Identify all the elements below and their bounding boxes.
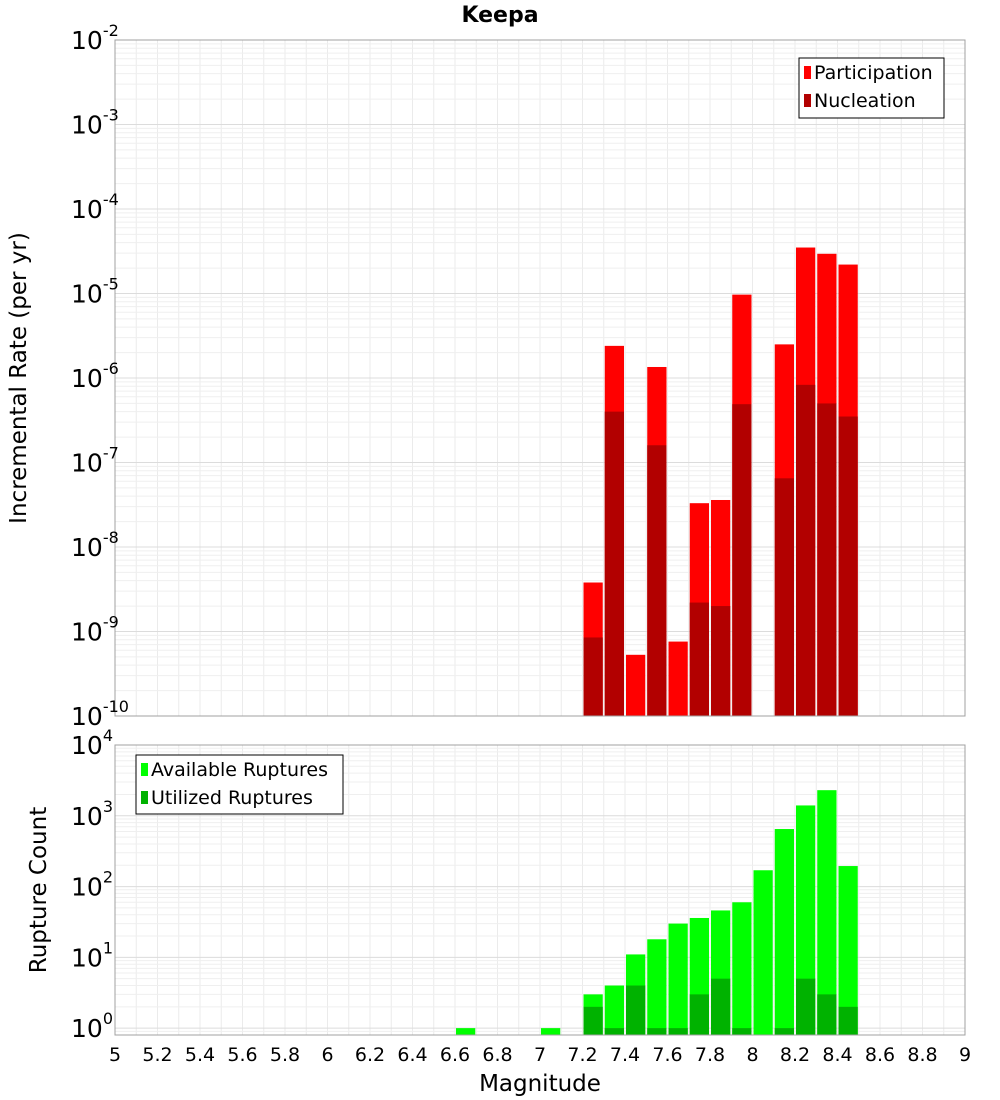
y-axis-label: Rupture Count: [26, 807, 52, 973]
y-tick-label: 100: [71, 1009, 113, 1043]
x-tick-label: 6.4: [397, 1044, 427, 1066]
utilized-ruptures-bar: [583, 1006, 603, 1035]
participation-legend-label: Participation: [814, 62, 933, 84]
y-tick-label: 10-6: [71, 359, 119, 393]
x-tick-label: 7.2: [567, 1044, 597, 1066]
utilized-ruptures-bar: [647, 1028, 667, 1035]
x-tick-label: 5.6: [227, 1044, 257, 1066]
x-tick-label: 8.6: [865, 1044, 895, 1066]
x-tick-label: 7.8: [695, 1044, 725, 1066]
nucleation-bar: [774, 478, 794, 716]
utilized-ruptures-legend-label: Utilized Ruptures: [151, 787, 313, 809]
x-tick-label: 6.8: [482, 1044, 512, 1066]
y-axis-label: Incremental Rate (per yr): [6, 232, 32, 524]
utilized-ruptures-bar: [796, 978, 816, 1035]
x-tick-label: 5.8: [270, 1044, 300, 1066]
x-tick-label: 8: [746, 1044, 758, 1066]
rate-panel: 10-10 10-9 10-8 10-7 10-6 10-5 10-4 10-3 10-2 Inc…: [6, 21, 966, 731]
y-tick-label: 102: [71, 868, 113, 902]
legend-box: [798, 57, 945, 119]
x-axis-label: Magnitude: [479, 1071, 601, 1097]
x-tick-label: 8.2: [780, 1044, 810, 1066]
x-tick-label: 6.2: [355, 1044, 385, 1066]
available-ruptures-bar: [753, 870, 773, 1035]
utilized-ruptures-legend-swatch: [141, 791, 148, 804]
available-ruptures-bar: [604, 985, 624, 1035]
y-tick-label: 10-4: [71, 190, 119, 224]
available-ruptures-bar: [817, 790, 837, 1035]
utilized-ruptures-bar: [774, 1028, 794, 1035]
y-tick-label: 103: [71, 797, 113, 831]
plot-frame: [114, 39, 966, 717]
y-tick-label: 10-10: [71, 697, 129, 731]
legend-box: [135, 754, 344, 815]
x-tick-label: 5.2: [142, 1044, 172, 1066]
utilized-ruptures-bar: [817, 994, 837, 1035]
y-tick-label: 101: [71, 938, 113, 972]
nucleation-bar: [711, 606, 731, 716]
available-ruptures-legend-swatch: [141, 763, 148, 776]
nucleation-bar: [732, 404, 752, 716]
nucleation-bar: [647, 445, 667, 716]
x-tick-label: 8.8: [907, 1044, 937, 1066]
utilized-ruptures-bar: [689, 994, 709, 1035]
utilized-ruptures-bar: [626, 985, 646, 1035]
plot-frame: [114, 744, 966, 1036]
available-ruptures-bar: [796, 805, 816, 1035]
nucleation-bar: [689, 602, 709, 716]
x-tick-label: 7.6: [652, 1044, 682, 1066]
y-tick-label: 10-7: [71, 444, 119, 478]
x-tick-label: 6: [321, 1044, 333, 1066]
available-ruptures-bar: [732, 902, 752, 1035]
x-tick-label: 5: [109, 1044, 121, 1066]
nucleation-bar: [583, 637, 603, 716]
x-tick-label: 7.4: [610, 1044, 640, 1066]
nucleation-bar: [604, 411, 624, 716]
y-tick-label: 10-8: [71, 528, 119, 562]
nucleation-bar: [817, 403, 837, 716]
available-ruptures-bar: [668, 923, 688, 1035]
available-ruptures-bar: [456, 1028, 476, 1035]
y-tick-label: 10-5: [71, 275, 119, 309]
count-panel: 100 101 102 103 104 5 5.2 5.4 5.6 5.8 6 6.2 6.4 6.6 6.…: [26, 726, 971, 1097]
x-tick-label: 8.4: [822, 1044, 852, 1066]
x-tick-label: 9: [959, 1044, 971, 1066]
available-ruptures-bar: [774, 829, 794, 1035]
participation-bar: [626, 654, 646, 716]
x-tick-label: 6.6: [440, 1044, 470, 1066]
nucleation-legend-label: Nucleation: [814, 90, 916, 112]
y-tick-label: 10-2: [71, 21, 119, 55]
utilized-ruptures-bar: [838, 1006, 858, 1035]
available-ruptures-legend-label: Available Ruptures: [151, 759, 328, 781]
y-tick-label: 10-3: [71, 106, 119, 140]
participation-bar: [668, 641, 688, 716]
available-ruptures-bar: [647, 939, 667, 1035]
x-tick-label: 5.4: [185, 1044, 215, 1066]
utilized-ruptures-bar: [604, 1028, 624, 1035]
utilized-ruptures-bar: [668, 1028, 688, 1035]
participation-legend-swatch: [804, 66, 811, 79]
nucleation-legend-swatch: [804, 94, 811, 107]
nucleation-bar: [838, 416, 858, 716]
chart-title: Keepa: [461, 3, 538, 28]
available-ruptures-bar: [838, 866, 858, 1035]
x-tick-label: 7: [534, 1044, 546, 1066]
nucleation-bar: [796, 384, 816, 716]
y-tick-label: 104: [71, 726, 113, 760]
utilized-ruptures-bar: [732, 1028, 752, 1035]
utilized-ruptures-bar: [711, 978, 731, 1035]
available-ruptures-bar: [541, 1028, 561, 1035]
y-tick-label: 10-9: [71, 613, 119, 647]
